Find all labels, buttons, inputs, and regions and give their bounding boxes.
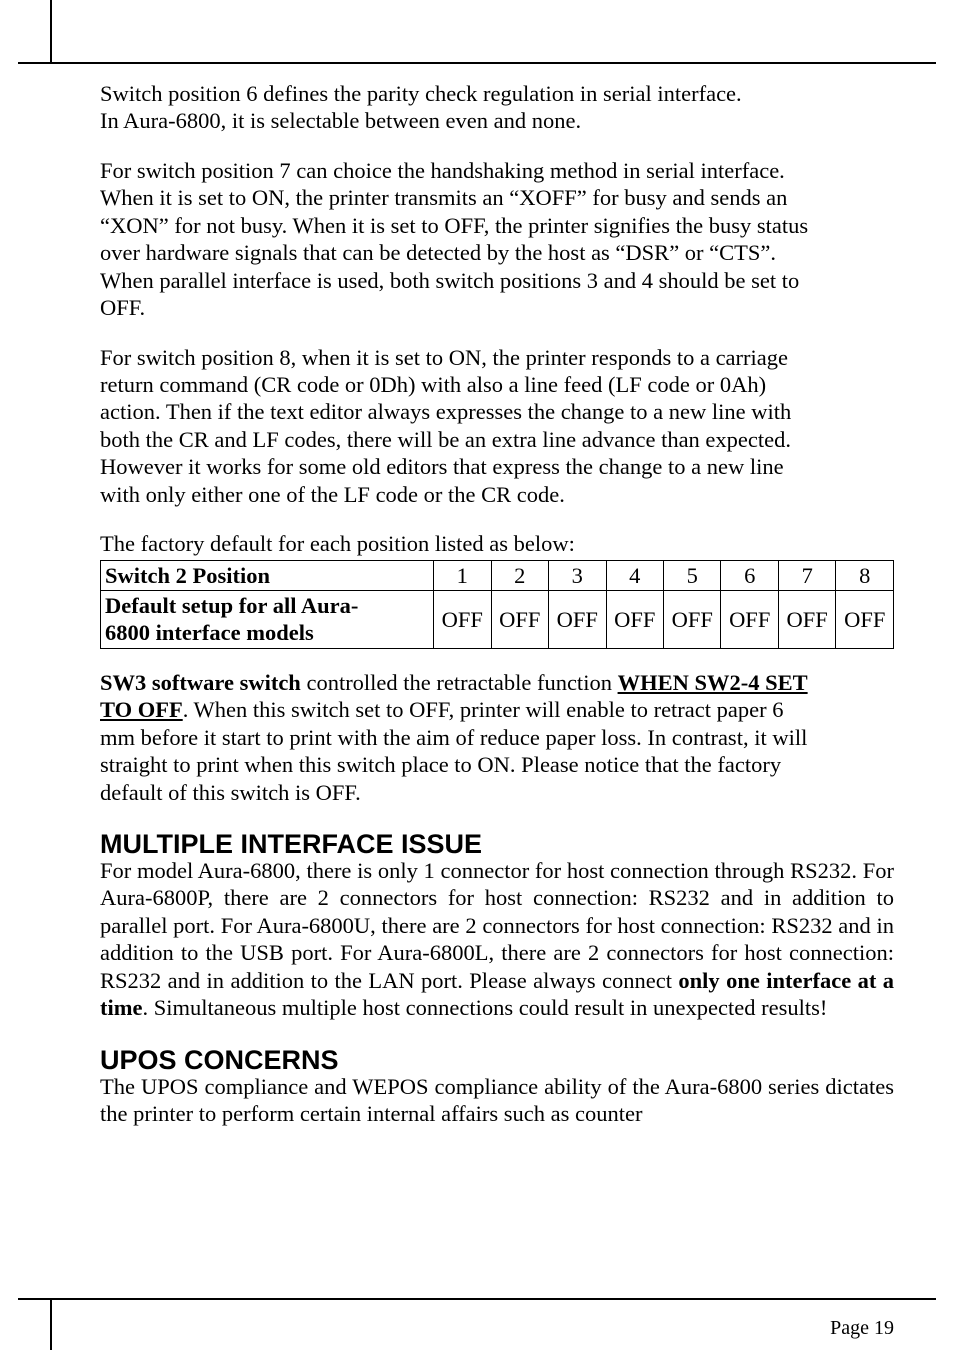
col-5: 5 <box>663 560 720 590</box>
text: action. Then if the text editor always e… <box>100 399 791 424</box>
text: Switch position 6 defines the parity che… <box>100 81 742 106</box>
val-4: OFF <box>606 591 663 649</box>
table-row: Switch 2 Position 1 2 3 4 5 6 7 8 <box>101 560 894 590</box>
val-8: OFF <box>836 591 894 649</box>
text: with only either one of the LF code or t… <box>100 482 565 507</box>
table-intro: The factory default for each position li… <box>100 530 894 557</box>
text: Default setup for all Aura- <box>105 593 358 618</box>
page: Switch position 6 defines the parity che… <box>0 0 954 1350</box>
col-7: 7 <box>778 560 835 590</box>
text: over hardware signals that can be detect… <box>100 240 776 265</box>
text: When parallel interface is used, both sw… <box>100 268 799 293</box>
content-area: Switch position 6 defines the parity che… <box>100 80 894 1127</box>
text: For switch position 8, when it is set to… <box>100 345 788 370</box>
para-switch7: For switch position 7 can choice the han… <box>100 157 894 322</box>
text: The UPOS compliance and WEPOS compliance… <box>100 1074 894 1126</box>
text: “XON” for not busy. When it is set to OF… <box>100 213 808 238</box>
frame-vline-top <box>50 0 52 62</box>
col-3: 3 <box>549 560 606 590</box>
para-multiple-interface: For model Aura-6800, there is only 1 con… <box>100 857 894 1022</box>
para-switch8: For switch position 8, when it is set to… <box>100 344 894 509</box>
text: mm before it start to print with the aim… <box>100 725 807 750</box>
text: return command (CR code or 0Dh) with als… <box>100 372 766 397</box>
text: In Aura-6800, it is selectable between e… <box>100 108 581 133</box>
col-2: 2 <box>491 560 548 590</box>
table-row: Default setup for all Aura- 6800 interfa… <box>101 591 894 649</box>
text: OFF. <box>100 295 145 320</box>
text: However it works for some old editors th… <box>100 454 784 479</box>
header-label: Switch 2 Position <box>101 560 434 590</box>
sw3-underline: TO OFF <box>100 697 183 722</box>
col-1: 1 <box>434 560 491 590</box>
row-label: Default setup for all Aura- 6800 interfa… <box>101 591 434 649</box>
text: default of this switch is OFF. <box>100 780 361 805</box>
val-5: OFF <box>663 591 720 649</box>
val-7: OFF <box>778 591 835 649</box>
text: 6800 interface models <box>105 620 314 645</box>
frame-hr-bottom <box>18 1298 936 1300</box>
col-4: 4 <box>606 560 663 590</box>
switch-table: Switch 2 Position 1 2 3 4 5 6 7 8 Defaul… <box>100 560 894 649</box>
sw3-underline: WHEN SW2-4 SET <box>618 670 808 695</box>
sw3-bold: SW3 software switch <box>100 670 301 695</box>
text: straight to print when this switch place… <box>100 752 781 777</box>
frame-hr-top <box>18 62 936 64</box>
col-6: 6 <box>721 560 778 590</box>
val-1: OFF <box>434 591 491 649</box>
page-number: Page 19 <box>830 1317 894 1340</box>
text: controlled the retractable function <box>301 670 618 695</box>
text: . When this switch set to OFF, printer w… <box>183 697 784 722</box>
frame-vline-bottom <box>50 1300 52 1350</box>
text: For switch position 7 can choice the han… <box>100 158 785 183</box>
para-switch6: Switch position 6 defines the parity che… <box>100 80 894 135</box>
text: When it is set to ON, the printer transm… <box>100 185 787 210</box>
val-3: OFF <box>549 591 606 649</box>
text: . Simultaneous multiple host connections… <box>142 995 827 1020</box>
text: both the CR and LF codes, there will be … <box>100 427 791 452</box>
val-6: OFF <box>721 591 778 649</box>
col-8: 8 <box>836 560 894 590</box>
val-2: OFF <box>491 591 548 649</box>
para-upos: The UPOS compliance and WEPOS compliance… <box>100 1073 894 1128</box>
para-sw3: SW3 software switch controlled the retra… <box>100 669 894 806</box>
